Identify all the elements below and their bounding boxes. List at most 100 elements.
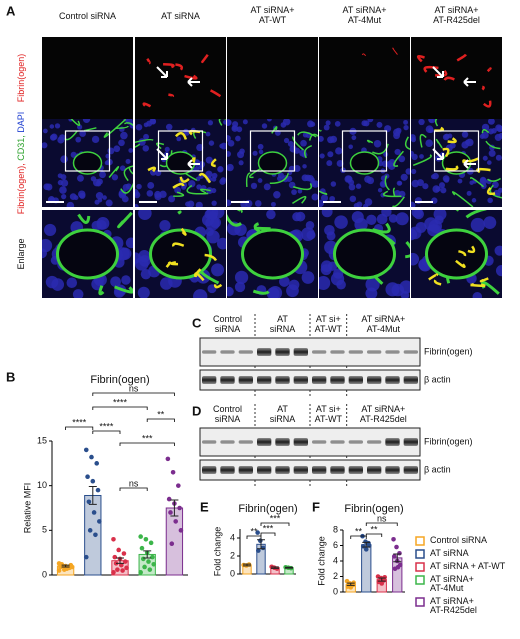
- column-header-line: AT siRNA: [161, 11, 200, 21]
- lane-group-label-line: AT-R425del: [360, 414, 407, 424]
- data-point: [94, 461, 100, 466]
- nucleus: [205, 170, 213, 178]
- fibrin: [458, 250, 467, 257]
- data-point: [146, 559, 151, 564]
- band: [257, 348, 272, 356]
- nucleus: [319, 275, 331, 291]
- band: [238, 466, 253, 474]
- nucleus: [227, 135, 231, 142]
- vessel-lumen: [425, 228, 488, 280]
- y-tick-label: 15: [37, 435, 47, 445]
- nucleus: [488, 149, 496, 157]
- band: [257, 466, 272, 474]
- nucleus: [266, 287, 280, 298]
- nucleus: [257, 143, 264, 150]
- error-bar: [116, 557, 124, 564]
- row-label: Enlarge: [16, 238, 26, 269]
- band: [385, 438, 400, 446]
- nucleus: [82, 119, 91, 123]
- nucleus: [211, 188, 217, 194]
- nucleus: [75, 136, 82, 143]
- vessel: [124, 122, 133, 127]
- sig-label: ***: [142, 433, 153, 443]
- nucleus: [198, 161, 206, 168]
- band: [348, 440, 363, 444]
- arrow: [187, 77, 200, 87]
- y-tick-label: 0: [230, 568, 235, 578]
- vessel-lumen: [333, 228, 396, 280]
- sig-label: ***: [270, 513, 281, 523]
- nucleus: [168, 195, 176, 203]
- nucleus: [211, 176, 217, 182]
- zoom-box: [249, 130, 296, 172]
- row-label: Fibrin(ogen): [16, 54, 26, 103]
- nucleus: [159, 190, 167, 199]
- fibrin: [481, 85, 485, 91]
- nucleus: [425, 139, 433, 147]
- vessel: [70, 119, 81, 127]
- nucleus: [54, 123, 61, 129]
- nucleus: [336, 160, 344, 167]
- vessel: [253, 226, 271, 231]
- sig-label: **: [157, 409, 165, 419]
- nucleus: [45, 275, 59, 289]
- data-point: [165, 456, 171, 462]
- band: [330, 350, 345, 354]
- nucleus: [207, 120, 214, 126]
- band: [293, 466, 308, 474]
- data-point: [69, 564, 75, 570]
- data-point: [65, 565, 71, 571]
- nucleus: [419, 154, 424, 159]
- fibrin: [210, 158, 217, 168]
- y-axis-label: Fold change: [212, 527, 222, 577]
- nucleus: [326, 160, 333, 167]
- nucleus: [96, 217, 110, 230]
- band: [385, 350, 400, 354]
- data-point: [391, 554, 397, 559]
- nucleus: [232, 125, 237, 131]
- error-bar: [88, 486, 97, 505]
- vessel: [128, 166, 133, 175]
- legend-label: AT siRNA: [430, 548, 469, 558]
- data-point: [120, 568, 125, 573]
- nucleus: [217, 237, 226, 250]
- band: [403, 466, 418, 474]
- nucleus: [118, 189, 127, 198]
- nucleus: [76, 174, 84, 182]
- data-point: [382, 574, 388, 580]
- nucleus: [411, 252, 420, 266]
- fibrin: [443, 76, 455, 81]
- nucleus: [329, 195, 336, 202]
- band-label: Fibrin(ogen): [424, 346, 473, 356]
- band: [275, 376, 290, 384]
- nucleus: [323, 124, 330, 131]
- band: [330, 440, 345, 444]
- nucleus: [263, 183, 271, 191]
- vessel-lumen: [149, 228, 212, 280]
- nucleus: [348, 183, 356, 191]
- data-point: [138, 570, 143, 575]
- band: [330, 466, 345, 474]
- fibrin: [428, 273, 439, 281]
- vessel: [451, 191, 474, 207]
- lane-group-label-line: Control: [213, 404, 242, 414]
- legend-label-line: AT siRNA+: [430, 574, 474, 584]
- data-point: [122, 559, 128, 564]
- nucleus: [321, 210, 333, 218]
- band: [312, 466, 327, 474]
- row-label-part: Fibrin(ogen),: [16, 163, 26, 214]
- nucleus: [461, 131, 469, 138]
- blot-frame: [199, 427, 421, 457]
- nucleus: [220, 177, 226, 183]
- band: [275, 438, 290, 446]
- nucleus: [79, 192, 86, 199]
- data-point: [83, 554, 89, 560]
- nucleus: [220, 142, 226, 150]
- nucleus: [44, 223, 57, 237]
- zoom-box: [341, 130, 388, 172]
- y-tick-label: 10: [37, 480, 47, 490]
- nucleus: [355, 183, 362, 189]
- nucleus: [428, 119, 434, 123]
- y-tick-label: 5: [42, 525, 47, 535]
